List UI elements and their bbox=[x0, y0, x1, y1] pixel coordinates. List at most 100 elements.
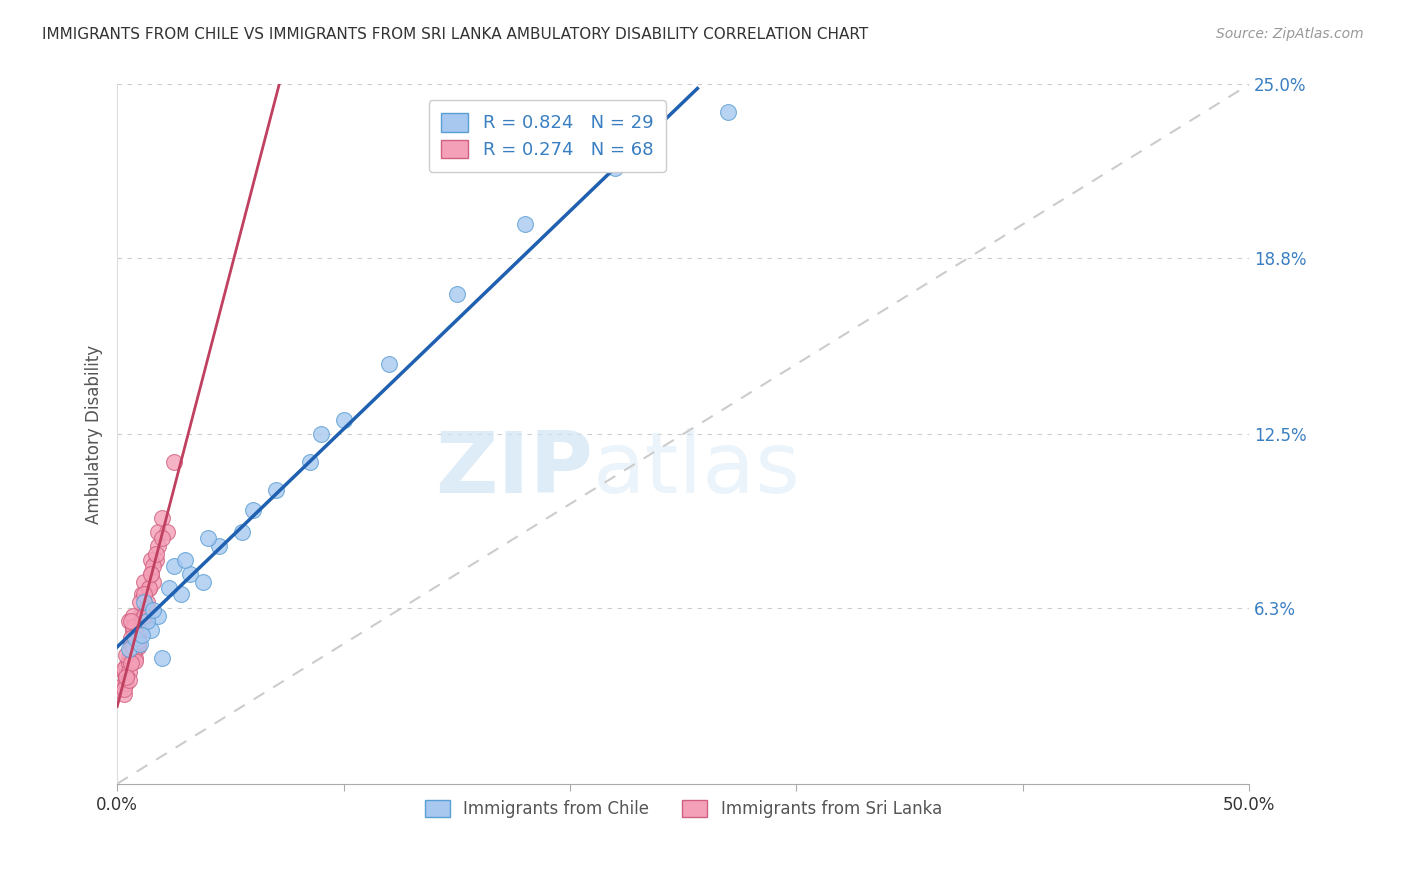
Point bbox=[134, 608, 156, 623]
Point bbox=[112, 687, 135, 701]
Point bbox=[124, 654, 146, 668]
Point bbox=[605, 161, 627, 176]
Point bbox=[242, 502, 264, 516]
Point bbox=[152, 651, 174, 665]
Point bbox=[138, 581, 160, 595]
Point bbox=[141, 566, 163, 581]
Point bbox=[131, 612, 153, 626]
Point bbox=[111, 679, 134, 693]
Point bbox=[124, 642, 146, 657]
Point bbox=[124, 632, 146, 646]
Point bbox=[513, 217, 536, 231]
Point bbox=[174, 553, 197, 567]
Point bbox=[332, 413, 354, 427]
Point bbox=[128, 623, 150, 637]
Legend: Immigrants from Chile, Immigrants from Sri Lanka: Immigrants from Chile, Immigrants from S… bbox=[418, 793, 949, 824]
Point bbox=[115, 670, 138, 684]
Point bbox=[122, 608, 145, 623]
Point bbox=[309, 427, 332, 442]
Point bbox=[378, 357, 401, 371]
Point bbox=[124, 628, 146, 642]
Point bbox=[122, 623, 145, 637]
Point bbox=[115, 676, 138, 690]
Point bbox=[142, 603, 165, 617]
Point bbox=[115, 670, 138, 684]
Point bbox=[127, 628, 149, 642]
Point bbox=[134, 595, 156, 609]
Y-axis label: Ambulatory Disability: Ambulatory Disability bbox=[86, 344, 103, 524]
Point bbox=[134, 586, 156, 600]
Point bbox=[128, 608, 150, 623]
Point bbox=[128, 625, 150, 640]
Point bbox=[193, 575, 215, 590]
Point bbox=[146, 539, 169, 553]
Point bbox=[145, 547, 167, 561]
Point bbox=[127, 632, 149, 646]
Point bbox=[179, 566, 201, 581]
Text: atlas: atlas bbox=[592, 427, 800, 510]
Point bbox=[157, 581, 180, 595]
Point bbox=[117, 673, 139, 688]
Point bbox=[131, 615, 153, 629]
Point bbox=[131, 586, 153, 600]
Point bbox=[124, 651, 146, 665]
Point bbox=[117, 615, 139, 629]
Point bbox=[131, 628, 153, 642]
Point bbox=[145, 553, 167, 567]
Point bbox=[717, 105, 740, 120]
Point bbox=[117, 657, 139, 671]
Point bbox=[141, 566, 163, 581]
Point bbox=[117, 665, 139, 679]
Point bbox=[135, 615, 157, 629]
Point bbox=[120, 648, 142, 662]
Point bbox=[128, 637, 150, 651]
Point bbox=[127, 640, 149, 654]
Point bbox=[134, 615, 156, 629]
Point bbox=[142, 558, 165, 573]
Point bbox=[141, 553, 163, 567]
Point bbox=[115, 659, 138, 673]
Point bbox=[197, 531, 219, 545]
Point bbox=[135, 608, 157, 623]
Point bbox=[127, 637, 149, 651]
Point bbox=[146, 608, 169, 623]
Point bbox=[156, 524, 179, 539]
Point bbox=[115, 648, 138, 662]
Point bbox=[135, 600, 157, 615]
Point bbox=[117, 642, 139, 657]
Text: IMMIGRANTS FROM CHILE VS IMMIGRANTS FROM SRI LANKA AMBULATORY DISABILITY CORRELA: IMMIGRANTS FROM CHILE VS IMMIGRANTS FROM… bbox=[42, 27, 869, 42]
Text: ZIP: ZIP bbox=[434, 427, 592, 510]
Point bbox=[112, 681, 135, 696]
Point bbox=[117, 651, 139, 665]
Point bbox=[298, 455, 321, 469]
Point bbox=[141, 623, 163, 637]
Point bbox=[120, 657, 142, 671]
Point bbox=[120, 637, 142, 651]
Point bbox=[152, 511, 174, 525]
Point bbox=[112, 662, 135, 676]
Point bbox=[446, 287, 468, 301]
Point bbox=[127, 634, 149, 648]
Point bbox=[122, 620, 145, 634]
Point bbox=[146, 524, 169, 539]
Point bbox=[120, 615, 142, 629]
Point bbox=[124, 634, 146, 648]
Point bbox=[134, 603, 156, 617]
Point bbox=[120, 637, 142, 651]
Point bbox=[128, 595, 150, 609]
Point bbox=[122, 645, 145, 659]
Point bbox=[112, 665, 135, 679]
Point bbox=[134, 575, 156, 590]
Point bbox=[152, 531, 174, 545]
Point bbox=[169, 586, 191, 600]
Point bbox=[163, 455, 186, 469]
Point bbox=[142, 575, 165, 590]
Point bbox=[120, 632, 142, 646]
Text: Source: ZipAtlas.com: Source: ZipAtlas.com bbox=[1216, 27, 1364, 41]
Point bbox=[115, 667, 138, 681]
Point bbox=[208, 539, 231, 553]
Point bbox=[138, 581, 160, 595]
Point bbox=[264, 483, 287, 497]
Point bbox=[231, 524, 253, 539]
Point bbox=[122, 640, 145, 654]
